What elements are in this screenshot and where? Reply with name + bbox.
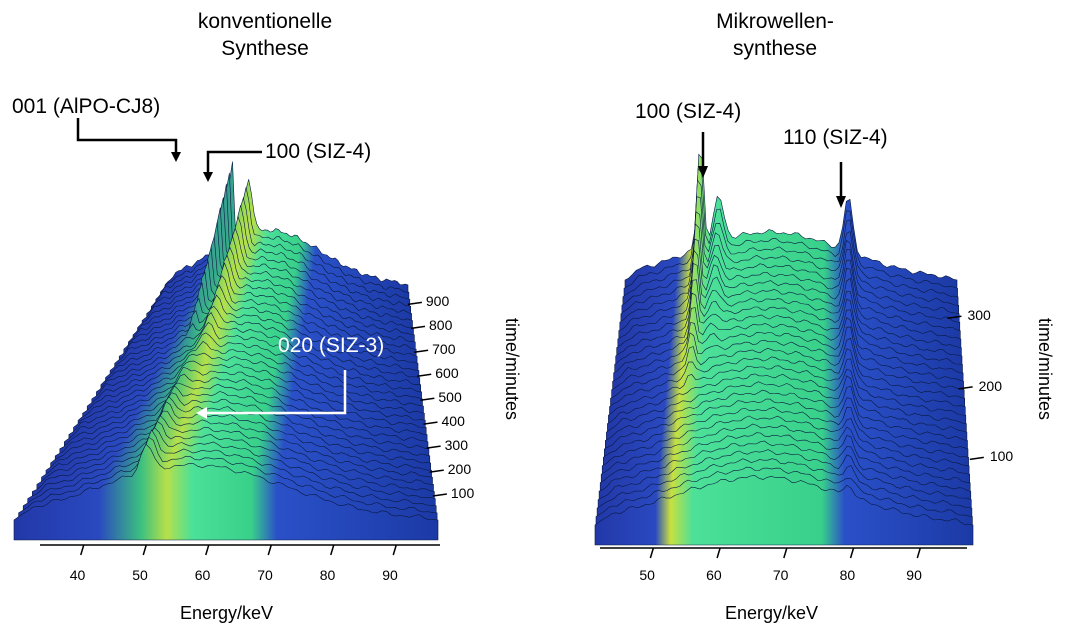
- arrowhead-020-siz3: [196, 407, 207, 419]
- x-tick-label: 80: [319, 567, 336, 583]
- time-tick-label: 200: [978, 377, 1002, 394]
- time-tick-label: 800: [429, 317, 453, 334]
- x-tick-mark: [392, 544, 397, 556]
- x-tick-label: 90: [906, 567, 922, 583]
- x-tick-label: 70: [772, 567, 789, 583]
- x-tick-mark: [649, 547, 655, 559]
- x-tick-mark: [330, 544, 335, 556]
- chart-title: konventionelle Synthese: [145, 8, 385, 62]
- chart-title: Mikrowellen- synthese: [655, 8, 895, 62]
- x-tick-label: 40: [69, 567, 86, 583]
- arrow-100-siz4: [206, 150, 262, 178]
- time-tick-mark: [958, 386, 973, 390]
- x-ticks: [649, 547, 922, 559]
- time-tick-label: 600: [435, 365, 459, 382]
- label-001-alpo-cj8: 001 (AlPO-CJ8): [12, 95, 161, 118]
- time-tick-mark: [429, 469, 444, 473]
- x-tick-mark: [205, 544, 210, 556]
- time-tick-mark: [969, 456, 984, 461]
- y-axis-label: time/minutes: [502, 318, 522, 421]
- arrowhead-100-siz4: [698, 166, 708, 178]
- time-tick-mark: [432, 493, 447, 497]
- time-tick-label: 700: [432, 341, 456, 358]
- time-ticks: [407, 301, 447, 497]
- x-tick-mark: [80, 544, 85, 556]
- time-tick-mark: [410, 325, 426, 330]
- time-tick-mark: [420, 397, 435, 401]
- title-line-2: synthese: [732, 37, 818, 60]
- time-ticks: [947, 315, 984, 461]
- arrowhead-001-alpo: [171, 152, 181, 162]
- x-tick-label: 50: [639, 567, 655, 583]
- chart-conventional: konventionelle Synthese 001 (AlPO-CJ8) 1…: [12, 8, 522, 623]
- label-100-siz4: 100 (SIZ-4): [265, 140, 372, 163]
- surface-ridge: [13, 443, 439, 541]
- time-tick-mark: [947, 315, 962, 319]
- title-line-1: konventionelle: [197, 10, 333, 33]
- label-020-siz3: 020 (SIZ-3): [278, 334, 385, 357]
- title-line-1: Mikrowellen-: [716, 10, 834, 33]
- time-tick-mark: [423, 421, 438, 425]
- surface-ridges: [13, 161, 439, 541]
- x-tick-label: 80: [839, 567, 856, 583]
- arrow-001-alpo: [76, 118, 178, 158]
- title-line-2: Synthese: [221, 37, 309, 60]
- chart-microwave: Mikrowellen- synthese 100 (SIZ-4) 110 (S…: [545, 0, 1073, 633]
- label-110-siz4: 110 (SIZ-4): [783, 126, 888, 149]
- time-tick-label: 100: [989, 448, 1014, 465]
- x-tick-mark: [916, 547, 922, 559]
- time-tick-mark: [417, 373, 432, 377]
- x-axis-label: Energy/keV: [180, 603, 274, 623]
- arrow-020-siz3: [205, 370, 347, 415]
- x-tick-label: 60: [706, 567, 722, 583]
- y-axis-label: time/minutes: [1035, 318, 1055, 421]
- time-tick-label: 300: [444, 437, 468, 454]
- time-tick-label: 900: [425, 293, 450, 310]
- x-tick-label: 70: [257, 567, 273, 583]
- x-tick-label: 90: [382, 567, 398, 583]
- surface-ridges: [594, 153, 974, 546]
- x-axis-label: Energy/keV: [725, 603, 819, 623]
- time-tick-mark: [414, 349, 429, 354]
- x-tick-mark: [849, 547, 855, 559]
- surface-plot-microwave: [594, 132, 984, 559]
- x-ticks: [80, 544, 397, 556]
- arrowhead-110-siz4: [836, 196, 846, 208]
- time-tick-label: 400: [441, 413, 465, 430]
- x-tick-mark: [783, 547, 788, 559]
- time-tick-label: 100: [450, 485, 475, 502]
- time-tick-label: 300: [967, 307, 991, 324]
- label-100-siz4: 100 (SIZ-4): [635, 100, 742, 123]
- surface-ridge: [594, 475, 974, 546]
- x-tick-label: 50: [132, 567, 148, 583]
- time-tick-label: 500: [438, 389, 462, 406]
- x-tick-mark: [267, 544, 272, 556]
- arrowhead-100-siz4: [203, 172, 213, 182]
- time-tick-mark: [407, 301, 422, 306]
- x-tick-mark: [716, 547, 721, 559]
- surface-plot-conventional: [13, 118, 447, 556]
- time-tick-label: 200: [447, 461, 472, 478]
- time-tick-mark: [426, 445, 441, 449]
- x-tick-label: 60: [194, 567, 211, 583]
- x-tick-mark: [142, 544, 147, 556]
